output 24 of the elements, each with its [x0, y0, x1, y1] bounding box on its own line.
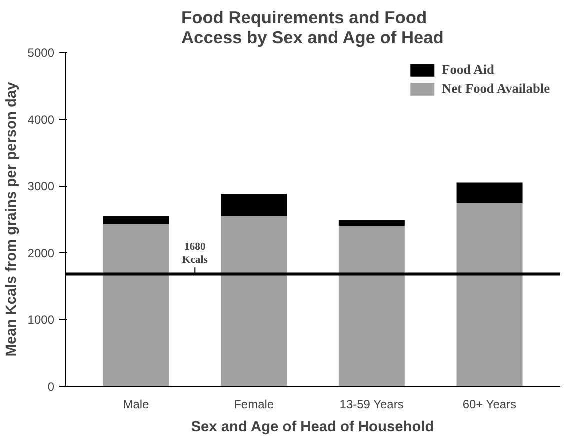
ref-line-label: 1680 Kcals — [182, 242, 208, 266]
bar — [456, 203, 523, 386]
bar — [221, 194, 288, 216]
y-axis-title: Mean Kcals from grains per person day — [4, 81, 20, 357]
y-tick-label: 4000 — [28, 112, 55, 127]
x-tick-label: 13-59 Years — [340, 398, 404, 412]
y-tick-label: 1000 — [28, 313, 55, 328]
bar — [103, 224, 170, 386]
x-tick-label: Male — [123, 398, 150, 412]
y-tick-label: 0 — [48, 380, 55, 394]
x-axis-title: Sex and Age of Head of Household — [191, 420, 434, 436]
y-tick-label: 2000 — [28, 246, 55, 260]
x-tick-label: Female — [234, 398, 274, 412]
legend-label: Net Food Available — [442, 81, 550, 97]
bar — [338, 220, 405, 226]
bar — [456, 182, 523, 204]
legend-label: Food Aid — [442, 62, 494, 78]
bar — [221, 216, 288, 386]
x-tick-label: 60+ Years — [462, 398, 517, 412]
bar — [338, 226, 405, 386]
bar — [103, 216, 170, 224]
y-tick-label: 5000 — [28, 46, 55, 60]
y-tick-label: 3000 — [28, 180, 55, 194]
chart-title: Food Requirements and Food Access by Sex and Age of Head — [182, 8, 444, 48]
